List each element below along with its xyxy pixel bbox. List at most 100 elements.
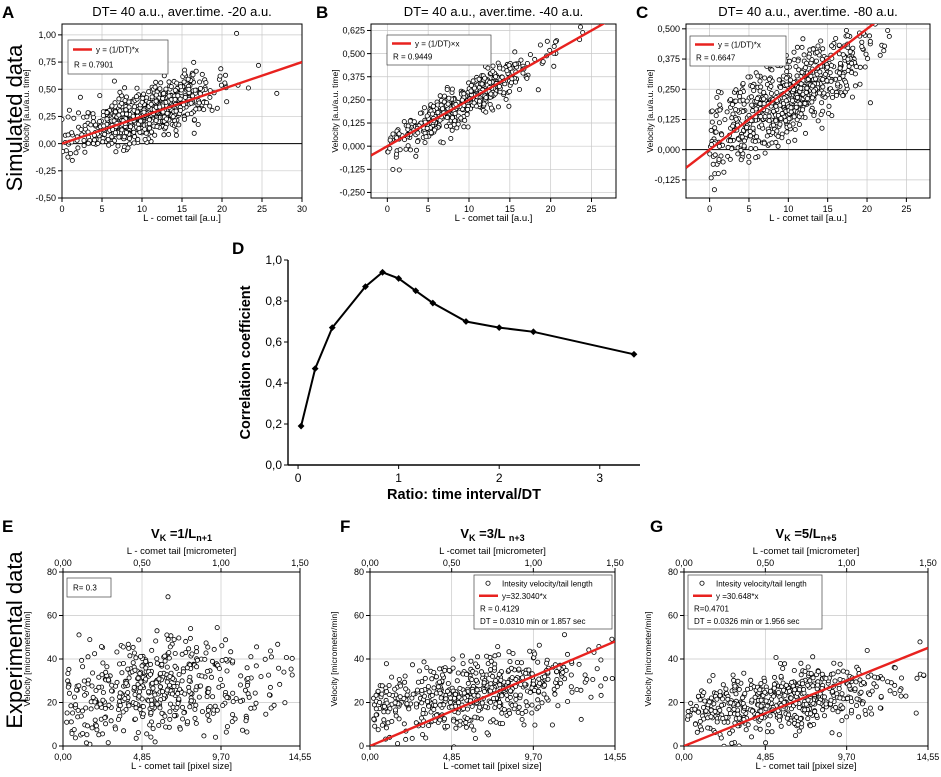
scatter-point xyxy=(471,100,477,106)
scatter-point xyxy=(917,639,923,645)
scatter-point xyxy=(175,93,181,99)
scatter-point xyxy=(735,151,741,157)
scatter-point xyxy=(207,704,213,710)
scatter-point xyxy=(263,711,269,717)
scatter-point xyxy=(196,694,202,700)
scatter-point xyxy=(211,646,217,652)
scatter-point xyxy=(402,679,408,685)
y-tick-label: 40 xyxy=(47,654,57,664)
scatter-point xyxy=(430,103,436,109)
scatter-point xyxy=(761,101,767,107)
scatter-point xyxy=(405,123,411,129)
scatter-point xyxy=(193,106,199,112)
series-line xyxy=(300,271,635,427)
scatter-point xyxy=(744,98,750,104)
scatter-point xyxy=(133,94,139,100)
x-axis-label: Ratio: time interval/DT xyxy=(387,487,541,503)
scatter-point xyxy=(512,702,518,708)
scatter-point xyxy=(417,110,423,116)
scatter-point xyxy=(479,700,485,706)
scatter-point xyxy=(429,676,435,682)
scatter-point xyxy=(164,632,170,638)
title-part-sub1: K xyxy=(160,533,167,543)
scatter-point xyxy=(732,683,738,689)
scatter-point xyxy=(447,123,453,129)
scatter-point xyxy=(172,96,178,102)
legend: Intesity velocity/tail length y=32.3040*x… xyxy=(473,574,613,630)
scatter-point xyxy=(757,687,763,693)
scatter-point xyxy=(791,57,797,63)
scatter-point xyxy=(441,99,447,105)
x-axis-label: L - comet tail [a.u.] xyxy=(769,213,847,224)
scatter-point xyxy=(397,694,403,700)
scatter-point xyxy=(791,668,797,674)
panel-letter: A xyxy=(2,3,14,22)
scatter-point xyxy=(694,729,700,735)
scatter-point xyxy=(779,111,785,117)
scatter-point xyxy=(234,30,240,36)
scatter-point xyxy=(138,118,144,124)
scatter-point xyxy=(401,721,407,727)
x-tick-label: 15 xyxy=(177,204,187,214)
scatter-point xyxy=(753,146,759,152)
panel-letter: C xyxy=(636,3,648,22)
scatter-point xyxy=(214,105,220,111)
scatter-point xyxy=(856,667,862,673)
scatter-point xyxy=(768,91,774,97)
scatter-point xyxy=(738,147,744,153)
scatter-point xyxy=(509,675,515,681)
scatter-point xyxy=(76,110,82,116)
scatter-point xyxy=(710,161,716,167)
scatter-point xyxy=(198,683,204,689)
scatter-point xyxy=(695,693,701,699)
fit-line xyxy=(62,60,302,145)
scatter-point xyxy=(147,672,153,678)
y-tick-label: -0,25 xyxy=(35,166,56,176)
scatter-point xyxy=(196,100,202,106)
scatter-point xyxy=(840,93,846,99)
scatter-point xyxy=(849,60,855,66)
y-tick-label: 1,0 xyxy=(265,253,282,267)
scatter-point xyxy=(68,719,74,725)
top-tick-label: 1,50 xyxy=(606,558,624,568)
scatter-point xyxy=(523,670,529,676)
data-point xyxy=(529,328,537,336)
scatter-point xyxy=(800,681,806,687)
y-tick-label: 0,0 xyxy=(265,458,282,472)
scatter-point xyxy=(782,661,788,667)
scatter-point xyxy=(781,687,787,693)
scatter-point xyxy=(850,45,856,51)
scatter-point xyxy=(154,660,160,666)
scatter-point xyxy=(878,694,884,700)
scatter-point xyxy=(748,677,754,683)
scatter-point xyxy=(598,683,604,689)
scatter-point xyxy=(169,691,175,697)
scatter-point xyxy=(757,101,763,107)
legend-entry: R = 0.7901 xyxy=(74,61,114,70)
scatter-point xyxy=(802,707,808,713)
scatter-point xyxy=(815,118,821,124)
scatter-point xyxy=(201,107,207,113)
scatter-point xyxy=(465,124,471,130)
scatter-point xyxy=(701,690,707,696)
scatter-point xyxy=(506,649,512,655)
scatter-point xyxy=(126,645,132,651)
scatter-point xyxy=(504,692,510,698)
scatter-point xyxy=(798,111,804,117)
scatter-point xyxy=(812,708,818,714)
scatter-point xyxy=(823,676,829,682)
scatter-point xyxy=(692,721,698,727)
y-tick-label: -0,125 xyxy=(339,164,365,174)
scatter-point xyxy=(245,676,251,682)
scatter-point xyxy=(124,111,130,117)
scatter-point xyxy=(749,708,755,714)
panel-letter: F xyxy=(340,517,350,536)
data-layer xyxy=(370,632,615,746)
y-tick-label: 80 xyxy=(354,567,364,577)
scatter-point xyxy=(449,115,455,121)
scatter-point xyxy=(163,86,169,92)
scatter-point xyxy=(488,105,494,111)
scatter-point xyxy=(840,52,846,58)
legend-box xyxy=(473,574,613,630)
scatter-point xyxy=(465,680,471,686)
